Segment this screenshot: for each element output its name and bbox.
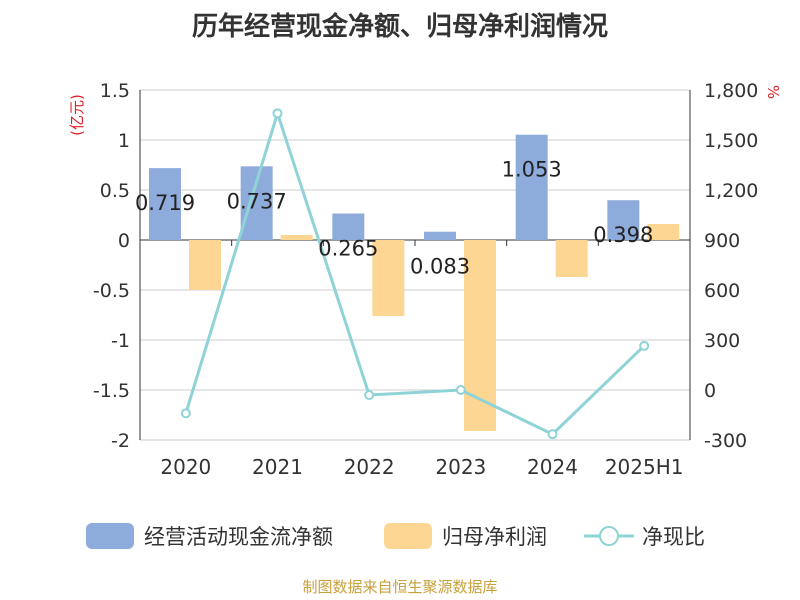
cash-flow-bar: [332, 213, 365, 240]
net-cash-ratio-point: [180, 408, 191, 419]
net-cash-ratio-point: [639, 340, 650, 351]
y-right-tick-label: 1,500: [704, 130, 758, 152]
y-right-tick-label: 600: [704, 280, 740, 302]
x-tick-label: 2022: [344, 455, 395, 479]
cash-flow-data-label: 1.053: [502, 158, 562, 182]
y-right-tick-label: 300: [704, 330, 740, 352]
net-cash-ratio-line: [184, 108, 646, 436]
x-tick-label: 2023: [435, 455, 486, 479]
legend-swatch-cash-flow: [86, 523, 134, 549]
legend-label-net-profit: 归母净利润: [442, 525, 547, 549]
legend-label-cash-flow: 经营活动现金流净额: [144, 525, 333, 549]
net-profit-bar: [555, 240, 588, 277]
y-left-tick-label: -2: [111, 430, 130, 452]
y-right-tick-label: 1,800: [704, 80, 758, 102]
cash-flow-bar: [149, 168, 181, 240]
chart-title: 历年经营现金净额、归母净利润情况: [191, 12, 608, 42]
net-cash-ratio-point: [547, 429, 558, 440]
y-right-tick-label: -300: [704, 430, 747, 452]
y-left-tick-label: 0.5: [100, 180, 130, 202]
y-left-tick-label: -1: [111, 330, 130, 352]
net-profit-bar: [372, 240, 405, 316]
y-right-tick-label: 1,200: [704, 180, 758, 202]
cash-flow-data-label: 0.719: [135, 191, 195, 215]
cash-flow-bar: [515, 134, 548, 240]
net-profit-bar: [280, 235, 313, 240]
x-tick-label: 2020: [160, 455, 211, 479]
cash-flow-data-label: 0.083: [410, 255, 470, 279]
y-left-tick-label: 1: [118, 130, 130, 152]
y-right-tick-label: 0: [704, 380, 716, 402]
y-right-unit: %: [764, 85, 782, 99]
net-profit-bar: [647, 224, 680, 240]
cash-flow-data-label: 0.737: [227, 189, 287, 213]
x-tick-label: 2021: [252, 455, 303, 479]
net-cash-ratio-point: [272, 108, 283, 119]
cash-flow-bar: [607, 200, 640, 240]
y-left-tick-label: -1.5: [93, 380, 130, 402]
x-tick-label: 2024: [527, 455, 578, 479]
y-left-unit: (亿元): [68, 94, 86, 136]
net-cash-ratio-point: [364, 390, 375, 400]
legend-swatch-net-profit: [384, 523, 432, 549]
y-right-tick-label: 900: [704, 230, 740, 252]
x-tick-label: 2025H1: [605, 455, 684, 479]
legend-label-net-cash-ratio: 净现比: [642, 525, 705, 549]
data-source-note: 制图数据来自恒生聚源数据库: [302, 578, 498, 596]
cash-flow-data-label: 0.398: [593, 223, 653, 247]
net-profit-bar: [189, 240, 221, 290]
legend-marker-net-cash-ratio: [599, 526, 619, 546]
y-left-tick-label: 1.5: [100, 80, 130, 102]
net-cash-ratio-point: [455, 385, 466, 395]
cash-flow-data-label: 0.265: [318, 237, 378, 261]
cash-flow-bar: [424, 231, 456, 240]
y-left-tick-label: 0: [118, 230, 130, 252]
y-left-tick-label: -0.5: [93, 280, 130, 302]
